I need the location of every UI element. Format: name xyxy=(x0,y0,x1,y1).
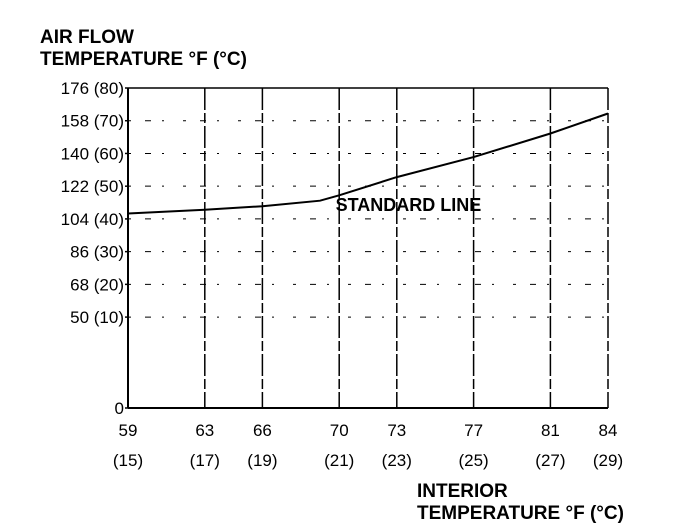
x-tick-label: 77 xyxy=(464,421,483,440)
x-tick-sublabel: (25) xyxy=(458,451,488,470)
x-tick-label: 66 xyxy=(253,421,272,440)
x-tick-label: 84 xyxy=(599,421,618,440)
x-tick-sublabel: (17) xyxy=(190,451,220,470)
x-axis-title-line-1: INTERIOR xyxy=(417,481,508,502)
x-tick-label: 81 xyxy=(541,421,560,440)
series xyxy=(127,112,609,215)
y-tick-label: 176 (80) xyxy=(61,79,124,98)
y-tick-label: 122 (50) xyxy=(61,177,124,196)
axes xyxy=(127,87,608,409)
y-tick-label: 68 (20) xyxy=(70,275,124,294)
y-tick-label: 50 (10) xyxy=(70,308,124,327)
y-tick-label: 140 (60) xyxy=(61,144,124,163)
y-axis-title-line-2: TEMPERATURE °F (°C) xyxy=(40,49,247,70)
x-tick-sublabel: (15) xyxy=(113,451,143,470)
x-tick-sublabel: (29) xyxy=(593,451,623,470)
x-tick-sublabel: (21) xyxy=(324,451,354,470)
x-tick-label: 63 xyxy=(195,421,214,440)
y-tick-labels: 0 50 (10) 68 (20) 86 (30) 104 (40) 122 (50) 14… xyxy=(61,79,128,418)
standard-line-series xyxy=(127,112,609,215)
x-tick-label: 59 xyxy=(119,421,138,440)
x-tick-sublabel: (27) xyxy=(535,451,565,470)
y-axis-title-line-1: AIR FLOW xyxy=(40,27,134,48)
y-tick-label: 104 (40) xyxy=(61,210,124,229)
x-tick-sublabel: (19) xyxy=(247,451,277,470)
x-tick-label: 73 xyxy=(387,421,406,440)
y-tick-label: 0 xyxy=(115,399,124,418)
y-tick-label: 86 (30) xyxy=(70,243,124,262)
x-tick-label: 70 xyxy=(330,421,349,440)
x-tick-labels: 59 (15) 63 (17) 66 (19) 70 (21) 73 (23) 77 (25) 81 (2… xyxy=(113,421,623,470)
x-axis-title-line-2: TEMPERATURE °F (°C) xyxy=(417,503,624,524)
x-tick-sublabel: (23) xyxy=(382,451,412,470)
y-tick-label: 158 (70) xyxy=(61,112,124,131)
grid-lines xyxy=(128,88,609,408)
standard-line-annotation: STANDARD LINE xyxy=(336,195,482,215)
